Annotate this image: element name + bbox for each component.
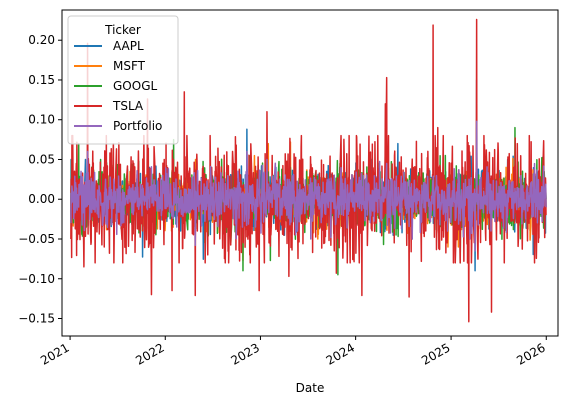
- y-tick-label: 0.05: [28, 152, 55, 166]
- legend-title: Ticker: [104, 23, 141, 37]
- y-axis: 0.20 0.15 0.10 0.05 0.00 −0.05 −0.10 −0.15: [18, 33, 62, 326]
- y-tick-label: −0.10: [18, 272, 55, 286]
- legend-label-aapl: AAPL: [113, 39, 144, 53]
- legend-label-msft: MSFT: [113, 59, 146, 73]
- legend-label-tsla: TSLA: [112, 99, 144, 113]
- legend-label-googl: GOOGL: [113, 79, 157, 93]
- series-line-portfolio: [70, 120, 547, 252]
- legend-label-portfolio: Portfolio: [113, 119, 162, 133]
- legend-box: [67, 15, 179, 145]
- plot-frame: [61, 9, 559, 337]
- y-tick-label: 0.15: [28, 73, 55, 87]
- y-tick-label: 0.10: [28, 113, 55, 127]
- y-tick-label: −0.15: [18, 312, 55, 326]
- y-tick-label: 0.20: [28, 33, 55, 47]
- series-layer: [70, 18, 547, 323]
- y-tick-label: −0.05: [18, 232, 55, 246]
- y-tick-label: 0.00: [28, 192, 55, 206]
- legend: Ticker AAPL MSFT GOOGL TSLA Portfolio: [67, 15, 179, 145]
- x-axis-title: Date: [296, 381, 325, 395]
